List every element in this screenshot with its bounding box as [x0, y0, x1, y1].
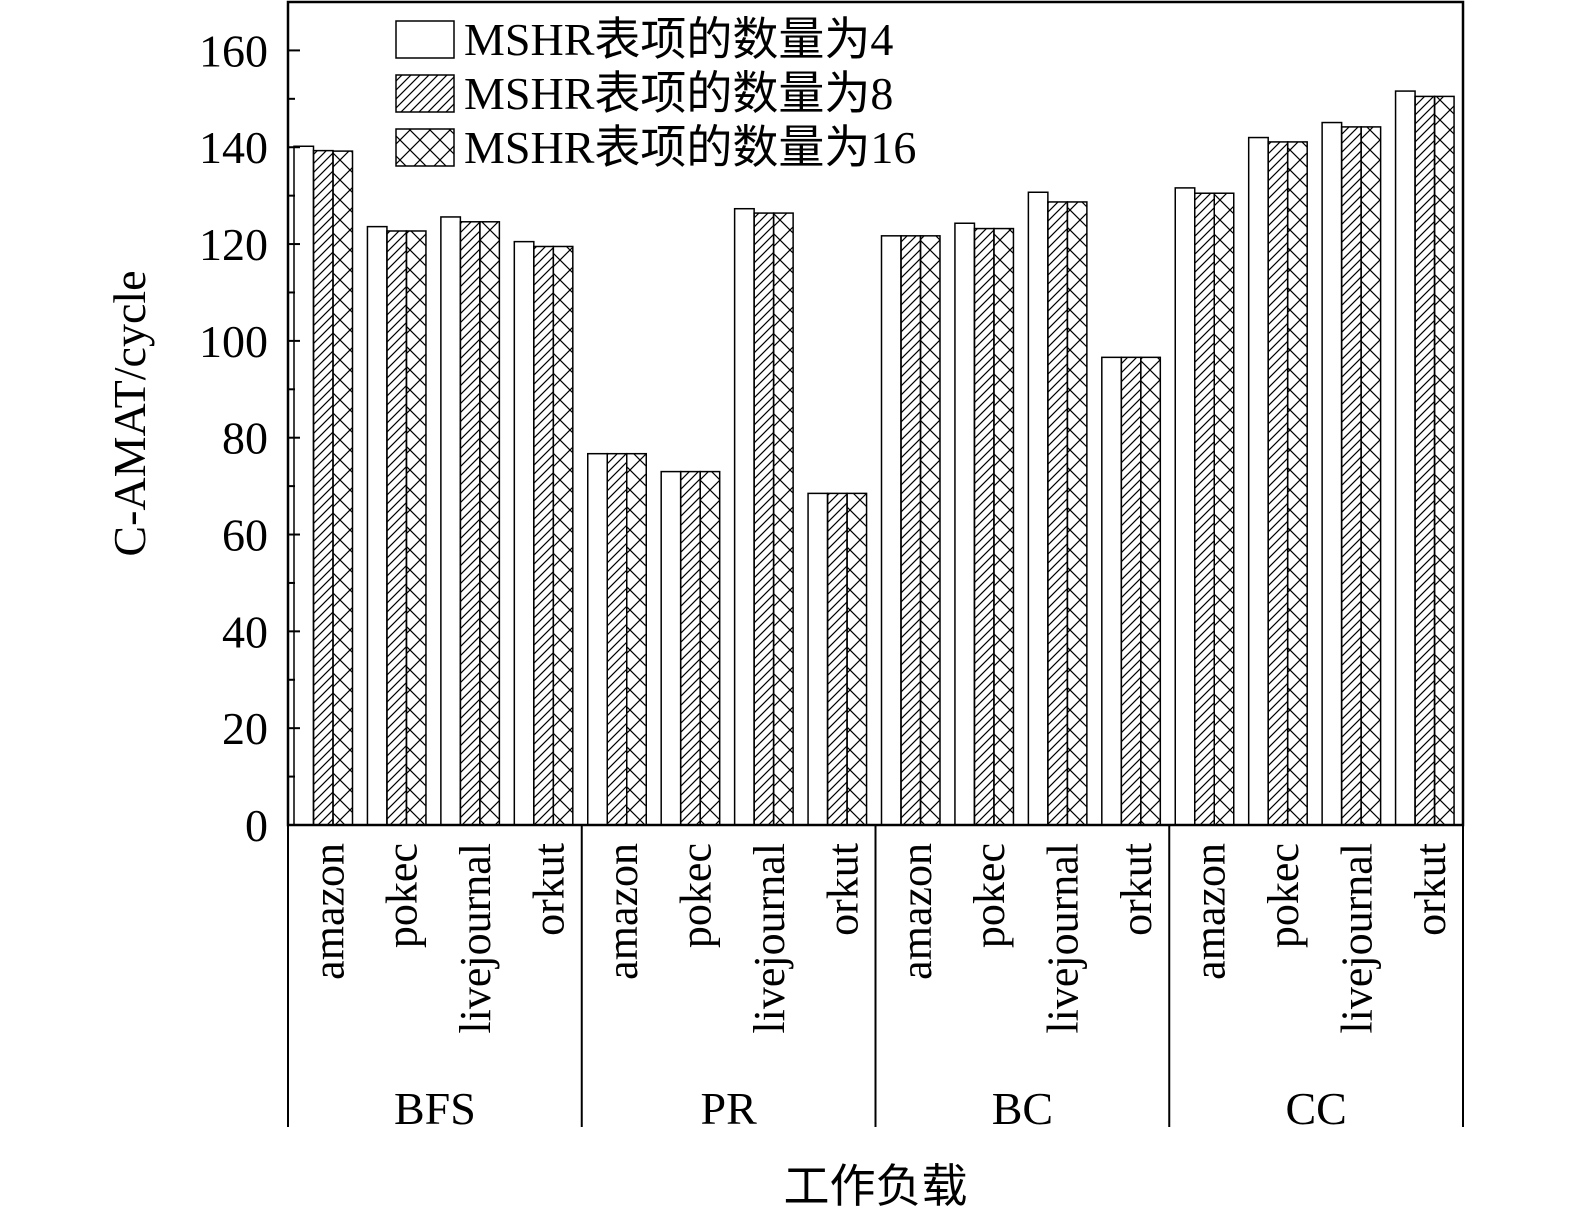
bar-pr-amazon-s2 — [606, 452, 628, 826]
bar-cc-orkut-s1 — [1394, 90, 1416, 826]
bar-bc-orkut-s2 — [1120, 356, 1142, 826]
category-label: livejournal — [1332, 843, 1381, 1034]
y-tick-label: 60 — [222, 510, 268, 561]
bar-cc-pokec-s1 — [1247, 136, 1269, 826]
category-label: orkut — [818, 843, 867, 936]
axes-layer — [286, 0, 1465, 1127]
bar-pr-orkut-s1 — [807, 492, 829, 826]
bar-bfs-orkut-s2 — [533, 245, 555, 826]
group-label-cc: CC — [1285, 1083, 1346, 1134]
bars-layer — [293, 90, 1455, 826]
y-tick-label: 80 — [222, 413, 268, 464]
category-label: orkut — [525, 843, 574, 936]
bar-bfs-pokec-s2 — [386, 230, 408, 826]
bar-bc-amazon-s2 — [900, 235, 922, 826]
category-label: livejournal — [451, 843, 500, 1034]
bar-cc-orkut-s2 — [1414, 95, 1436, 826]
bar-bfs-amazon-s1 — [293, 145, 315, 826]
bar-bfs-pokec-s3 — [405, 230, 427, 826]
bar-bc-pokec-s1 — [954, 222, 976, 826]
y-tick-label: 100 — [199, 316, 268, 367]
bar-bc-livejournal-s2 — [1047, 201, 1069, 826]
category-label: livejournal — [1039, 843, 1088, 1034]
category-label: amazon — [1186, 843, 1235, 980]
bar-bfs-orkut-s1 — [513, 240, 535, 826]
bar-pr-orkut-s3 — [846, 492, 868, 826]
bar-cc-pokec-s3 — [1286, 141, 1308, 826]
y-tick-label: 20 — [222, 703, 268, 754]
bar-cc-amazon-s3 — [1213, 192, 1235, 826]
category-label: orkut — [1406, 843, 1455, 936]
bar-pr-pokec-s1 — [660, 470, 682, 826]
x-axis-title: 工作负载 — [784, 1161, 968, 1212]
bar-bfs-orkut-s3 — [552, 245, 574, 826]
legend-swatch — [395, 74, 455, 113]
y-tick-label: 140 — [199, 122, 268, 173]
bar-cc-livejournal-s3 — [1360, 126, 1382, 826]
y-tick-label: 40 — [222, 606, 268, 657]
y-tick-label: 160 — [199, 25, 268, 76]
bar-pr-orkut-s2 — [826, 492, 848, 826]
category-label: amazon — [892, 843, 941, 980]
bar-bc-livejournal-s1 — [1027, 191, 1049, 826]
bar-pr-livejournal-s3 — [772, 212, 794, 826]
y-tick-label: 120 — [199, 219, 268, 270]
category-label: orkut — [1112, 843, 1161, 936]
bar-cc-amazon-s1 — [1174, 187, 1196, 826]
bar-pr-pokec-s3 — [699, 470, 721, 826]
bar-bfs-pokec-s1 — [366, 225, 388, 826]
legend-label: MSHR表项的数量为4 — [464, 14, 893, 65]
bar-pr-pokec-s2 — [679, 470, 701, 826]
category-label: amazon — [598, 843, 647, 980]
category-label: pokec — [965, 843, 1014, 948]
bar-bc-pokec-s2 — [973, 227, 995, 826]
bar-cc-amazon-s2 — [1194, 192, 1215, 826]
bar-pr-livejournal-s2 — [753, 212, 775, 826]
category-label: pokec — [671, 843, 720, 948]
legend-label: MSHR表项的数量为8 — [464, 68, 893, 119]
group-label-pr: PR — [700, 1083, 757, 1134]
bar-cc-orkut-s3 — [1433, 95, 1455, 826]
bar-bc-orkut-s1 — [1101, 356, 1123, 826]
bar-bc-orkut-s3 — [1140, 356, 1162, 826]
bar-bc-amazon-s1 — [880, 235, 902, 826]
legend-label: MSHR表项的数量为16 — [464, 122, 916, 173]
legend-swatch — [395, 20, 455, 59]
bar-bc-livejournal-s3 — [1066, 201, 1088, 826]
bar-cc-livejournal-s2 — [1340, 126, 1362, 826]
y-tick-label: 0 — [245, 800, 268, 851]
group-label-bfs: BFS — [394, 1083, 476, 1134]
bar-bc-pokec-s3 — [993, 227, 1015, 826]
y-axis-title: C-AMAT/cycle — [104, 270, 155, 556]
category-label: livejournal — [745, 843, 794, 1034]
bar-bfs-amazon-s3 — [332, 150, 354, 826]
bar-pr-amazon-s3 — [626, 452, 647, 826]
group-label-bc: BC — [992, 1083, 1053, 1134]
bar-bfs-amazon-s2 — [312, 149, 334, 826]
category-label: pokec — [1259, 843, 1308, 948]
bar-cc-pokec-s2 — [1267, 141, 1289, 826]
bar-pr-amazon-s1 — [587, 452, 608, 826]
bar-cc-livejournal-s1 — [1321, 121, 1343, 826]
category-label: pokec — [378, 843, 427, 948]
legend-swatch — [395, 128, 455, 167]
category-label: amazon — [304, 843, 353, 980]
bar-bc-amazon-s3 — [919, 235, 941, 826]
bar-bfs-livejournal-s1 — [440, 216, 462, 826]
bar-bfs-livejournal-s2 — [459, 221, 481, 826]
bar-bfs-livejournal-s3 — [479, 221, 501, 826]
bar-pr-livejournal-s1 — [733, 207, 755, 826]
